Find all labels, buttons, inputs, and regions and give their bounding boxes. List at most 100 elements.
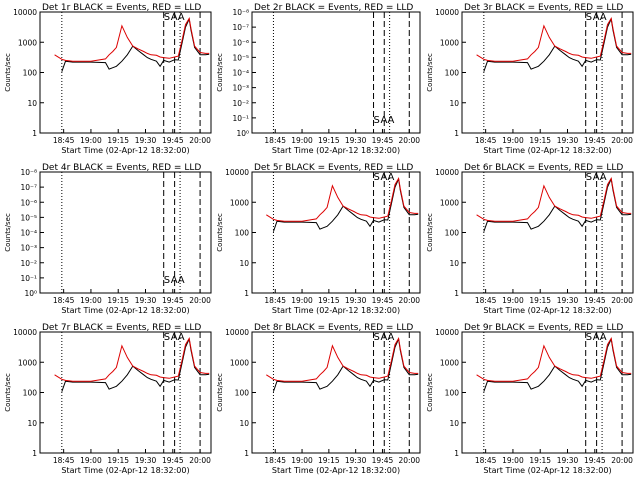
y-tick-label: 10⁻⁶	[20, 198, 37, 207]
marker-label: A	[388, 115, 395, 126]
marker-label: A	[171, 332, 178, 343]
series-line-events	[272, 177, 419, 232]
y-axis-label: Counts/sec	[4, 53, 12, 92]
x-axis-label: Start Time (02-Apr-12 18:32:00)	[272, 306, 400, 315]
x-tick-label: 20:00	[398, 136, 420, 145]
y-tick-label: 10⁻²	[232, 99, 249, 108]
x-tick-label: 19:00	[502, 296, 524, 305]
x-tick-label: 18:45	[264, 296, 286, 305]
x-axis-label: Start Time (02-Apr-12 18:32:00)	[483, 306, 611, 315]
y-tick-label: 10	[239, 419, 249, 428]
x-tick-label: 19:15	[318, 136, 340, 145]
x-tick-label: 20:00	[189, 296, 211, 305]
marker-label: S	[164, 12, 170, 23]
x-tick-label: 18:45	[264, 136, 286, 145]
y-axis-label: Counts/sec	[426, 373, 434, 412]
y-tick-label: 10000	[435, 8, 459, 17]
x-tick-label: 19:15	[107, 456, 129, 465]
y-tick-label: 100	[445, 229, 460, 238]
marker-label: A	[388, 172, 395, 183]
x-tick-label: 18:45	[475, 136, 497, 145]
x-tick-label: 19:45	[584, 136, 606, 145]
marker-label: A	[178, 12, 185, 23]
x-tick-label: 18:45	[475, 296, 497, 305]
y-tick-label: 10	[449, 99, 459, 108]
x-axis-label: Start Time (02-Apr-12 18:32:00)	[61, 306, 189, 315]
series-line-lld	[54, 336, 210, 382]
y-tick-label: 10000	[13, 328, 37, 337]
series-line-events	[272, 337, 419, 392]
x-tick-label: 20:00	[611, 296, 633, 305]
x-tick-label: 19:00	[80, 296, 102, 305]
series-line-lld	[476, 16, 632, 62]
x-tick-label: 19:45	[584, 456, 606, 465]
panel-det-7: Det 7r BLACK = Events, RED = LLD 1 10 100 10…	[4, 323, 212, 475]
marker-label: A	[381, 332, 388, 343]
x-tick-label: 19:00	[502, 456, 524, 465]
y-tick-label: 1	[454, 449, 459, 458]
panel-title: Det 4r BLACK = Events, RED = LLD	[42, 163, 201, 173]
y-tick-label: 10⁻¹	[20, 274, 37, 283]
panel-det-8: Det 8r BLACK = Events, RED = LLD 1 10 100 10…	[216, 323, 421, 475]
x-tick-label: 19:00	[80, 456, 102, 465]
y-tick-label: 1000	[230, 358, 249, 367]
y-tick-label: 10⁻⁵	[232, 53, 249, 62]
x-tick-label: 18:45	[53, 456, 75, 465]
panel-title: Det 1r BLACK = Events, RED = LLD	[42, 3, 201, 13]
y-tick-label: 10⁰	[236, 129, 249, 138]
marker-label: S	[374, 332, 380, 343]
y-tick-label: 100	[235, 389, 250, 398]
x-tick-label: 19:45	[162, 296, 184, 305]
x-tick-label: 20:00	[189, 456, 211, 465]
y-tick-label: 10	[239, 259, 249, 268]
y-tick-label: 1000	[18, 358, 37, 367]
y-tick-label: 10000	[225, 168, 249, 177]
marker-label: S	[586, 172, 592, 183]
panel-title: Det 8r BLACK = Events, RED = LLD	[254, 323, 413, 333]
y-axis-label: Counts/sec	[216, 53, 224, 92]
y-tick-label: 100	[445, 389, 460, 398]
x-tick-label: 18:45	[53, 296, 75, 305]
x-tick-label: 19:30	[557, 136, 579, 145]
y-tick-label: 10⁻⁸	[20, 168, 37, 177]
x-tick-label: 19:30	[557, 296, 579, 305]
x-tick-label: 18:45	[264, 456, 286, 465]
series-line-events	[483, 177, 632, 232]
x-axis-label: Start Time (02-Apr-12 18:32:00)	[272, 466, 400, 475]
x-tick-label: 19:15	[529, 136, 551, 145]
y-axis-label: Counts/sec	[426, 213, 434, 252]
y-tick-label: 10⁻²	[20, 259, 37, 268]
x-tick-label: 19:45	[372, 296, 394, 305]
marker-label: S	[586, 332, 592, 343]
x-tick-label: 19:15	[318, 456, 340, 465]
marker-label: A	[388, 332, 395, 343]
panel-title: Det 2r BLACK = Events, RED = LLD	[254, 3, 413, 13]
y-tick-label: 10000	[13, 8, 37, 17]
x-tick-label: 19:45	[584, 296, 606, 305]
x-tick-label: 19:30	[135, 296, 157, 305]
x-tick-label: 19:30	[345, 136, 367, 145]
x-tick-label: 19:30	[345, 296, 367, 305]
marker-label: S	[586, 12, 592, 23]
marker-label: A	[593, 332, 600, 343]
y-tick-label: 1000	[230, 198, 249, 207]
x-tick-label: 19:45	[372, 136, 394, 145]
y-tick-label: 10⁻⁷	[20, 183, 37, 192]
x-tick-label: 19:45	[162, 456, 184, 465]
marker-label: A	[381, 172, 388, 183]
panel-det-5: Det 5r BLACK = Events, RED = LLD 1 10 100 10…	[216, 163, 421, 315]
series-line-lld	[476, 336, 632, 382]
series-line-events	[61, 337, 210, 392]
y-tick-label: 10⁻⁸	[232, 8, 249, 17]
panel-title: Det 3r BLACK = Events, RED = LLD	[464, 3, 623, 13]
series-line-lld	[266, 336, 419, 382]
y-tick-label: 10⁻³	[20, 244, 37, 253]
marker-label: S	[374, 172, 380, 183]
y-tick-label: 10⁻⁵	[20, 213, 37, 222]
marker-label: S	[164, 275, 170, 286]
panel-det-2: Det 2r BLACK = Events, RED = LLD 10⁰ 10⁻¹ 1…	[216, 3, 421, 155]
y-tick-label: 1	[454, 289, 459, 298]
marker-label: A	[600, 12, 607, 23]
y-tick-label: 10000	[435, 168, 459, 177]
